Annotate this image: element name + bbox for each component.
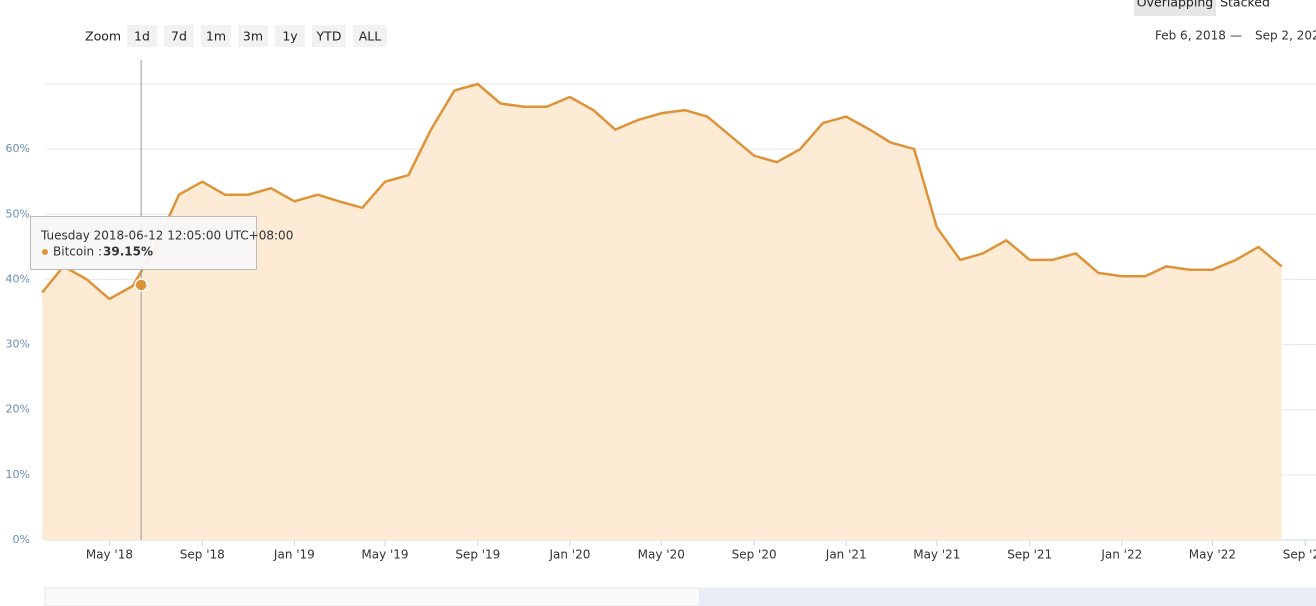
x-tick-label: Jan '19 [273, 548, 315, 562]
tooltip-series: Bitcoin [53, 245, 94, 259]
y-tick-label: 40% [6, 272, 30, 285]
tooltip-value: 39.15% [103, 245, 153, 259]
zoom-button-label: 1d [134, 29, 150, 44]
zoom-button[interactable] [238, 25, 268, 47]
range-end: Sep 2, 2022 [1255, 29, 1316, 43]
range-start: Feb 6, 2018 [1155, 29, 1226, 43]
x-tick-label: Sep '21 [1007, 548, 1052, 562]
x-tick-label: May '18 [86, 548, 133, 562]
zoom-label: Zoom [85, 29, 121, 44]
x-tick-label: Sep '18 [180, 548, 225, 562]
y-tick-label: 60% [6, 142, 30, 155]
zoom-button-label: 1y [282, 29, 298, 44]
x-tick-label: May '20 [638, 548, 685, 562]
zoom-button-label: YTD [316, 29, 342, 44]
area-line [41, 82, 1283, 301]
zoom-button[interactable] [353, 25, 387, 47]
zoom-button-label: 7d [171, 29, 187, 44]
hover-marker [134, 278, 148, 292]
x-tick-label: May '22 [1189, 548, 1236, 562]
range-separator: — [1230, 29, 1242, 43]
area-fill [42, 84, 1282, 540]
overlapping-button[interactable] [1134, 0, 1216, 16]
tooltip-dot [42, 249, 48, 255]
y-tick-label: 10% [6, 468, 30, 481]
zoom-button[interactable] [275, 25, 305, 47]
x-tick-label: May '21 [913, 548, 960, 562]
y-tick-label: 20% [6, 403, 30, 416]
zoom-button-label: 1m [206, 29, 226, 44]
x-tick-label: Jan '21 [825, 548, 867, 562]
zoom-button-label: 3m [243, 29, 263, 44]
tooltip-box [30, 216, 257, 270]
y-tick-label: 0% [13, 533, 30, 546]
stacked-label[interactable]: Stacked [1220, 0, 1270, 10]
zoom-button[interactable] [312, 25, 346, 47]
zoom-button[interactable] [164, 25, 194, 47]
x-tick-label: Sep '20 [732, 548, 777, 562]
navigator-window[interactable] [699, 589, 1316, 606]
zoom-button-label: ALL [359, 29, 382, 44]
zoom-button[interactable] [127, 25, 157, 47]
x-tick-label: Sep '19 [455, 548, 500, 562]
tooltip-date: Tuesday 2018-06-12 12:05:00 UTC+08:00 [40, 229, 293, 243]
x-tick-label: May '19 [361, 548, 408, 562]
zoom-button[interactable] [201, 25, 231, 47]
overlapping-label: Overlapping [1137, 0, 1213, 10]
x-tick-label: Sep '22 [1283, 548, 1316, 562]
tooltip-colon: : [98, 245, 102, 259]
y-tick-label: 50% [6, 207, 30, 220]
x-tick-label: Jan '20 [548, 548, 590, 562]
y-tick-label: 30% [6, 338, 30, 351]
x-tick-label: Jan '22 [1100, 548, 1142, 562]
